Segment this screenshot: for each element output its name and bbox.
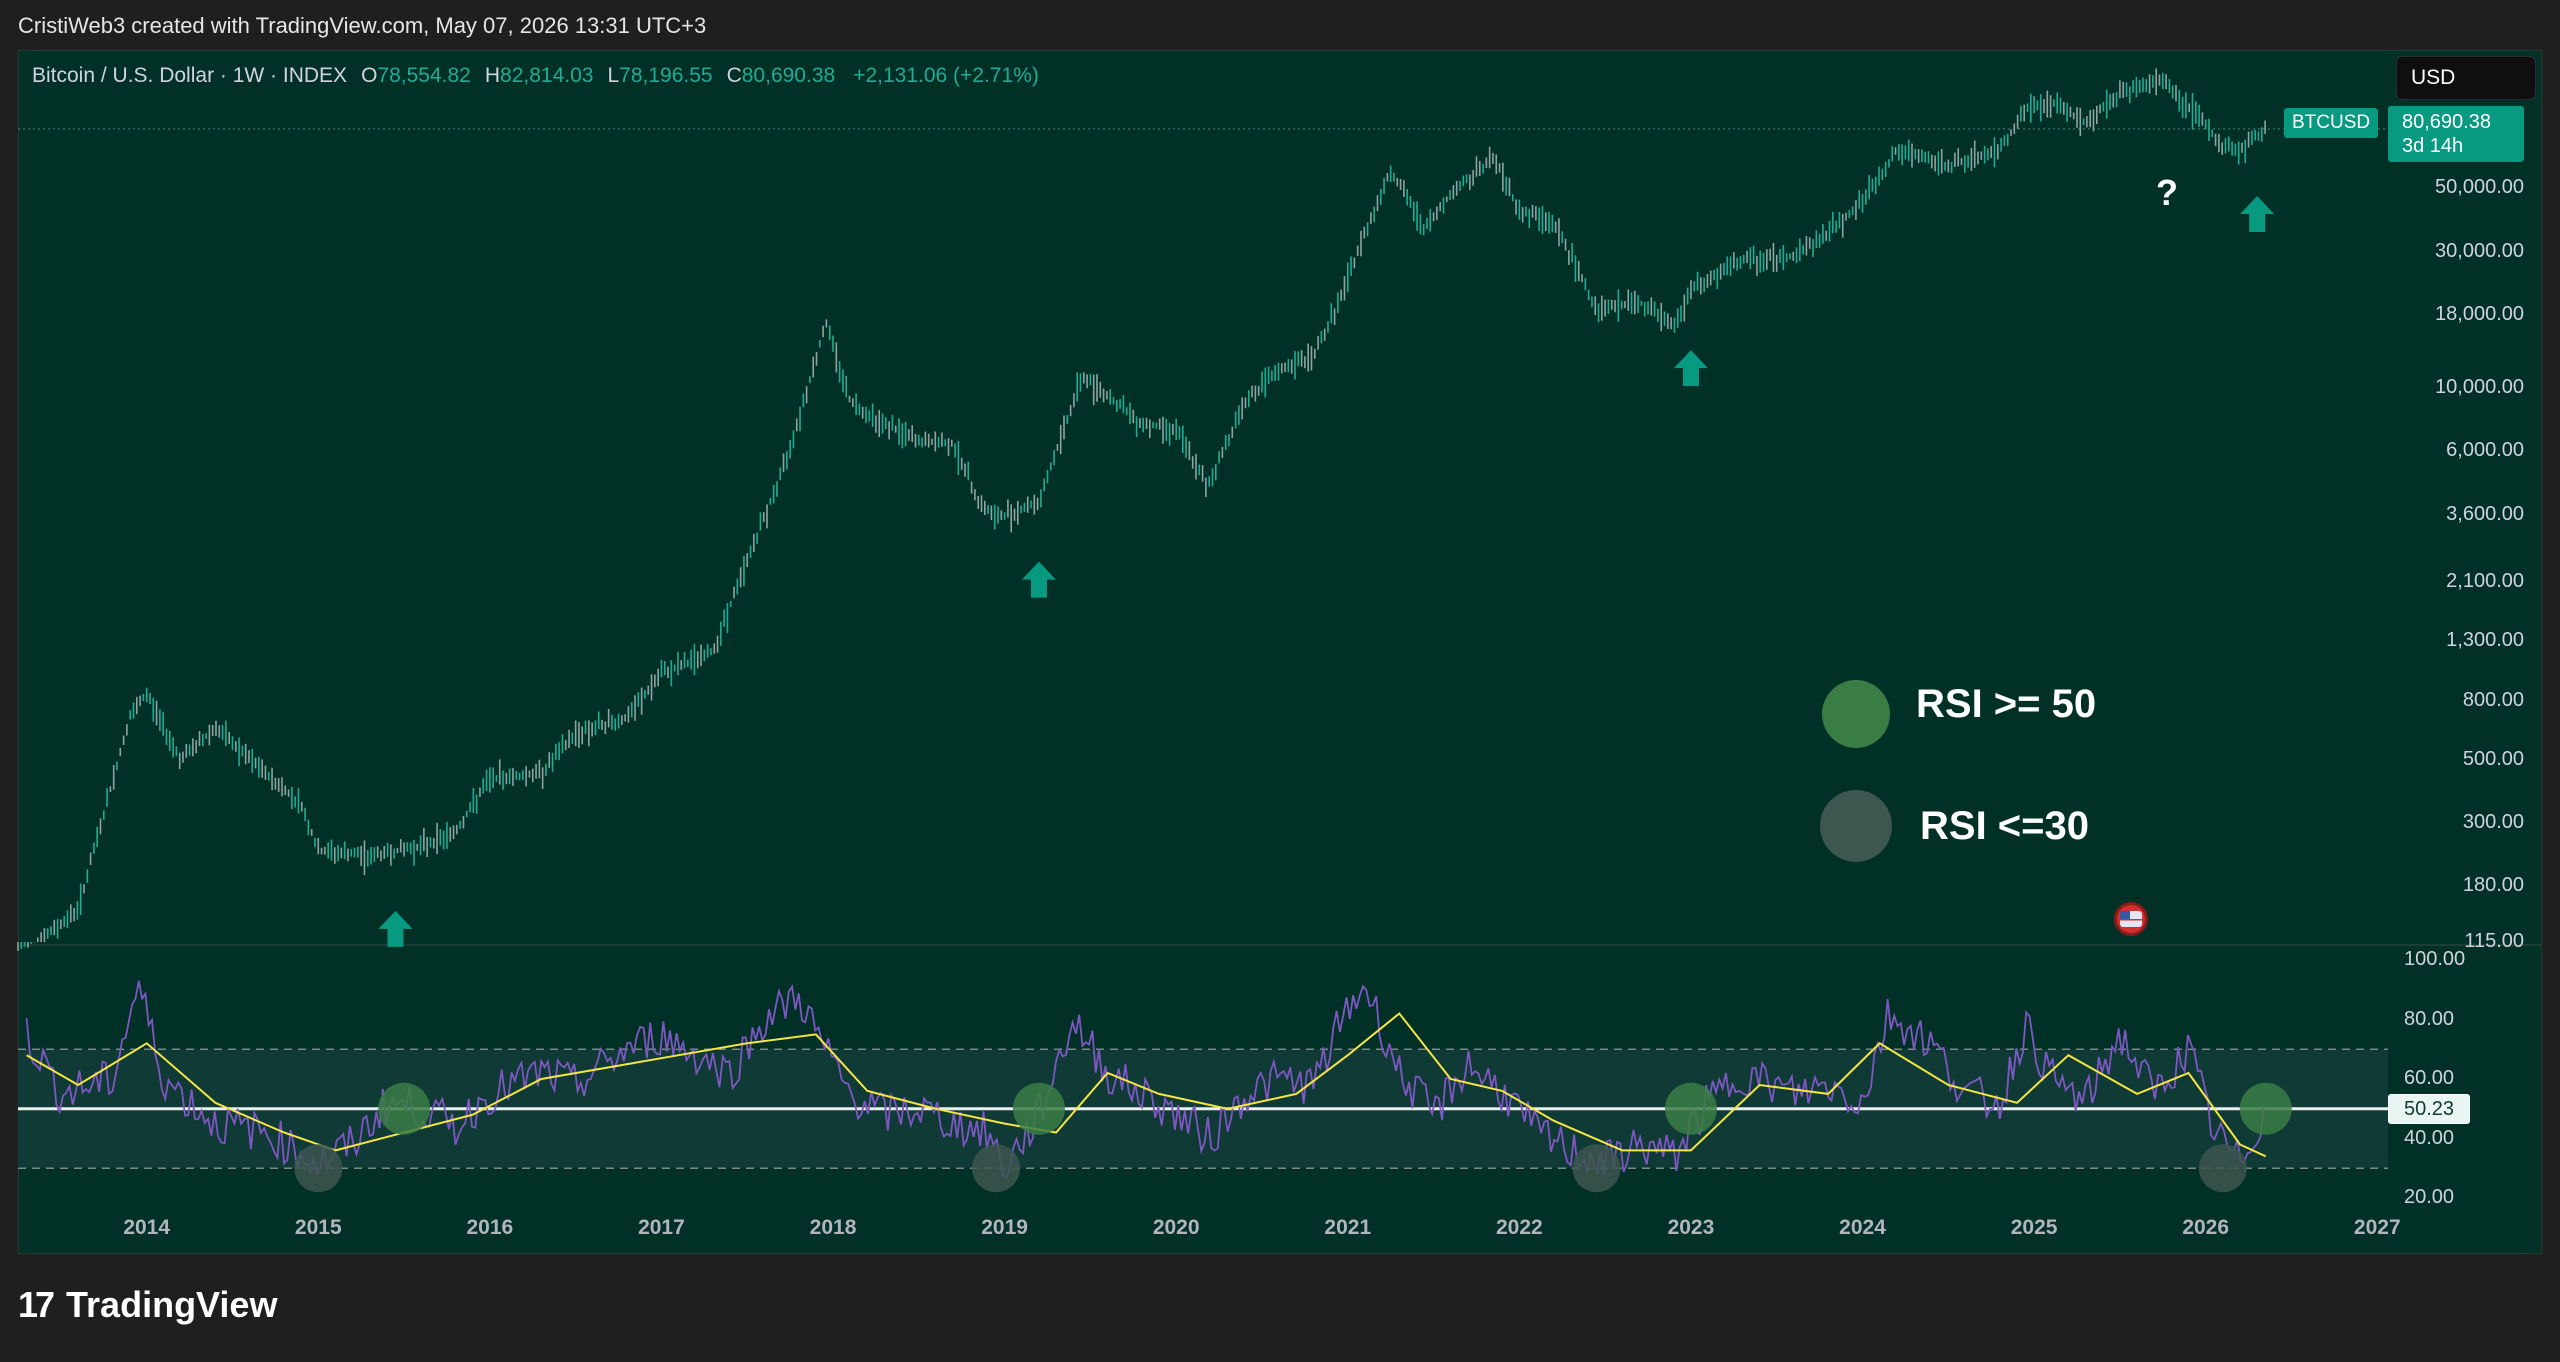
year-tick-label: 2024	[1839, 1216, 1886, 1239]
price-tick-label: 180.00	[2462, 874, 2524, 897]
last-price-value: 80,690.38	[2402, 111, 2491, 133]
year-tick-label: 2023	[1667, 1216, 1715, 1239]
price-tick-label: 2,100.00	[2446, 569, 2524, 592]
low-label: L	[607, 64, 620, 87]
panel-separator[interactable]	[18, 944, 2542, 946]
change-value: +2,131.06 (+2.71%)	[853, 64, 1039, 87]
rsi-low-circle	[2198, 1144, 2247, 1193]
top-bar: CristiWeb3 created with TradingView.com,…	[0, 0, 2560, 52]
high-label: H	[484, 64, 501, 87]
rsi-low-circle	[972, 1144, 1021, 1193]
rsi-tick-label: 20.00	[2404, 1186, 2455, 1208]
attribution-text: CristiWeb3 created with TradingView.com,…	[18, 13, 707, 38]
legend-text-rsi-low: RSI <=30	[1920, 804, 2090, 848]
legend-dot-rsi-high	[1822, 680, 1890, 748]
legend-dot-rsi-low	[1820, 790, 1892, 862]
bar-countdown: 3d 14h	[2402, 135, 2464, 157]
year-tick-label: 2016	[466, 1216, 514, 1239]
tradingview-mark-icon: 17	[18, 1284, 55, 1325]
price-tick-label: 6,000.00	[2446, 439, 2524, 462]
tradingview-wordmark: TradingView	[66, 1284, 278, 1325]
symbol-title: Bitcoin / U.S. Dollar · 1W · INDEX	[32, 64, 348, 87]
year-tick-label: 2019	[981, 1216, 1028, 1239]
open-value: 78,554.82	[377, 64, 471, 87]
ohlc-legend: Bitcoin / U.S. Dollar · 1W · INDEX O 78,5…	[32, 64, 1039, 88]
year-tick-label: 2014	[123, 1216, 171, 1239]
symbol-price-tag: BTCUSD	[2284, 108, 2379, 138]
rsi-tick-label: 40.00	[2404, 1126, 2455, 1149]
year-tick-label: 2026	[2182, 1216, 2230, 1239]
year-tick-label: 2015	[294, 1216, 342, 1239]
low-value: 78,196.55	[619, 64, 713, 87]
up-arrow-icon	[378, 910, 413, 947]
year-tick-label: 2027	[2353, 1216, 2401, 1239]
high-value: 82,814.03	[500, 64, 594, 87]
rsi-high-circle	[2239, 1082, 2292, 1135]
price-tick-label: 3,600.00	[2446, 502, 2524, 525]
up-arrow-icon	[1021, 561, 1056, 598]
year-tick-label: 2018	[809, 1216, 857, 1239]
price-tick-label: 50,000.00	[2435, 176, 2524, 199]
rsi-tick-label: 100.00	[2404, 948, 2466, 970]
rsi-high-circle	[378, 1082, 431, 1135]
price-tick-label: 1,300.00	[2446, 629, 2524, 652]
rsi-last-value: 50.23	[2388, 1094, 2470, 1124]
open-label: O	[361, 64, 378, 87]
tradingview-logo[interactable]: 17 TradingView	[18, 1284, 277, 1326]
close-value: 80,690.38	[741, 64, 836, 87]
rsi-low-circle	[294, 1144, 343, 1193]
question-mark-annotation: ?	[2156, 172, 2178, 213]
year-tick-label: 2022	[1496, 1216, 1543, 1239]
price-tick-label: 30,000.00	[2435, 239, 2524, 262]
price-tick-label: 18,000.00	[2435, 303, 2524, 326]
price-candles	[17, 68, 2266, 951]
rsi-tick-label: 80.00	[2404, 1007, 2455, 1030]
rsi-high-circle	[1664, 1082, 1717, 1135]
year-tick-label: 2020	[1152, 1216, 1200, 1239]
last-price-tag: 80,690.38 3d 14h	[2388, 106, 2524, 162]
rsi-tick-label: 60.00	[2404, 1067, 2455, 1089]
year-tick-label: 2025	[2010, 1216, 2058, 1239]
currency-button[interactable]: USD	[2396, 56, 2536, 100]
year-tick-label: 2021	[1324, 1216, 1372, 1239]
price-tick-label: 300.00	[2462, 811, 2524, 834]
rsi-low-circle	[1572, 1144, 1621, 1193]
close-label: C	[726, 64, 742, 87]
price-tick-label: 115.00	[2464, 930, 2524, 952]
legend-text-rsi-high: RSI >= 50	[1916, 682, 2097, 726]
rsi-high-circle	[1012, 1082, 1065, 1135]
us-flag-event-icon[interactable]	[2114, 902, 2148, 936]
year-tick-label: 2017	[638, 1216, 685, 1239]
price-tick-label: 800.00	[2462, 689, 2524, 712]
up-arrow-icon	[2240, 196, 2275, 233]
price-tick-label: 10,000.00	[2435, 375, 2524, 398]
up-arrow-icon	[1673, 350, 1708, 387]
price-tick-label: 500.00	[2462, 747, 2524, 770]
